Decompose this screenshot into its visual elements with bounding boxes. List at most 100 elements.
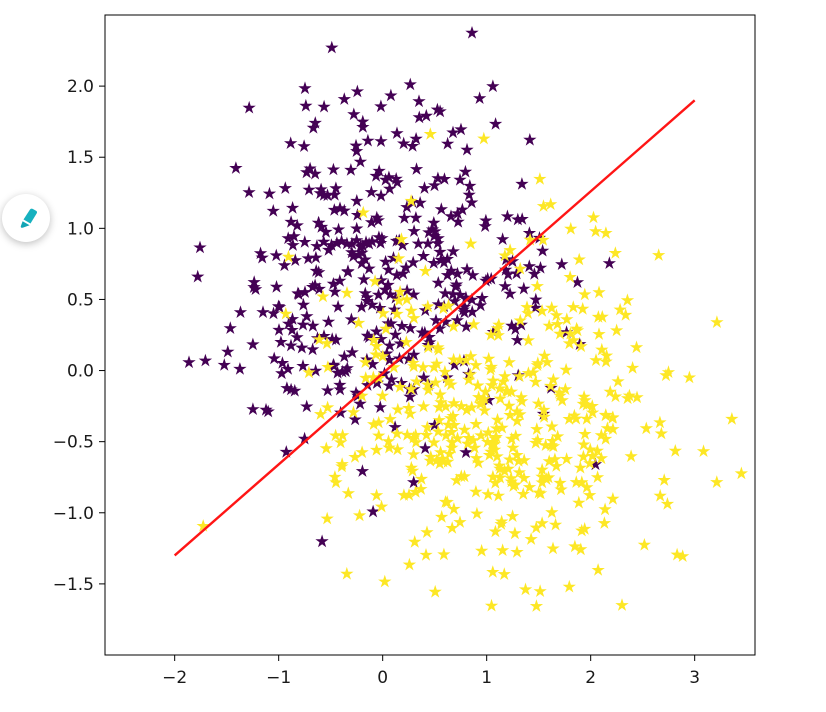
data-point-star — [459, 353, 473, 366]
data-point-star — [352, 508, 367, 522]
data-point-star — [445, 440, 459, 454]
data-point-star — [297, 431, 312, 445]
data-point-star — [355, 445, 369, 459]
data-point-star — [564, 221, 578, 235]
data-point-star — [503, 243, 517, 256]
data-point-star — [535, 516, 549, 529]
data-point-star — [259, 402, 273, 416]
data-point-star — [537, 410, 551, 423]
data-point-star — [364, 185, 378, 198]
data-point-star — [312, 282, 326, 295]
data-point-star — [419, 548, 433, 561]
data-point-star — [281, 231, 295, 245]
data-point-star — [416, 360, 430, 374]
data-point-star — [298, 235, 312, 248]
data-point-star — [513, 407, 527, 421]
data-point-star — [660, 497, 675, 510]
data-point-star — [696, 444, 711, 457]
data-point-star — [572, 495, 586, 509]
data-point-star — [501, 461, 515, 475]
data-point-star — [396, 238, 410, 251]
data-point-star — [499, 263, 513, 276]
data-point-star — [284, 338, 298, 352]
data-point-star — [599, 408, 613, 421]
data-point-star — [384, 372, 399, 386]
data-point-star — [441, 455, 455, 468]
data-point-star — [433, 321, 447, 335]
data-point-star — [313, 186, 327, 200]
data-point-star — [540, 355, 554, 368]
data-point-star — [310, 239, 324, 252]
data-point-star — [608, 246, 622, 259]
data-point-star — [489, 430, 503, 443]
data-point-star — [432, 413, 446, 426]
data-point-star — [333, 378, 347, 391]
data-point-star — [639, 421, 653, 435]
data-point-star — [510, 545, 524, 558]
data-point-star — [486, 565, 500, 578]
data-point-star — [196, 519, 210, 532]
data-point-star — [407, 311, 421, 324]
data-point-star — [508, 477, 522, 491]
data-point-star — [551, 429, 565, 443]
data-point-star — [358, 286, 372, 300]
data-point-star — [484, 445, 498, 458]
data-point-star — [404, 382, 418, 395]
data-point-star — [302, 365, 316, 379]
y-tick-label: 1.0 — [67, 219, 94, 239]
data-point-star — [369, 324, 384, 338]
data-point-star — [285, 201, 300, 214]
data-point-star — [475, 395, 490, 409]
data-point-star — [455, 202, 469, 216]
data-point-star — [447, 357, 462, 371]
data-point-star — [407, 224, 421, 237]
data-point-star — [369, 443, 384, 456]
data-point-star — [583, 456, 597, 470]
data-point-star — [418, 264, 433, 277]
data-point-star — [562, 336, 577, 350]
data-point-star — [453, 353, 467, 366]
data-point-star — [637, 538, 651, 551]
data-point-star — [350, 221, 364, 235]
data-point-star — [478, 219, 492, 232]
data-point-star — [427, 216, 441, 229]
data-point-star — [400, 283, 414, 297]
data-point-star — [292, 287, 306, 301]
data-point-star — [493, 381, 507, 395]
data-point-star — [374, 134, 388, 147]
data-point-star — [444, 264, 458, 277]
data-point-star — [355, 464, 370, 477]
data-point-star — [725, 412, 739, 425]
data-point-star — [390, 268, 404, 281]
data-point-star — [353, 397, 367, 410]
data-point-star — [539, 472, 554, 485]
data-point-star — [502, 398, 516, 412]
data-point-star — [419, 108, 433, 122]
data-point-star — [369, 347, 383, 361]
data-point-star — [566, 300, 580, 313]
data-point-star — [488, 442, 502, 456]
data-point-star — [305, 280, 320, 293]
data-point-star — [462, 372, 476, 386]
data-point-star — [402, 557, 417, 571]
data-point-star — [409, 162, 424, 175]
data-point-star — [591, 310, 605, 323]
annotation-highlighter-button[interactable] — [2, 194, 50, 242]
data-point-star — [255, 250, 269, 264]
data-point-star — [272, 323, 286, 336]
data-point-star — [397, 136, 411, 150]
data-point-star — [434, 395, 448, 409]
data-point-star — [428, 418, 442, 431]
data-point-star — [460, 142, 474, 156]
data-point-star — [374, 273, 388, 287]
highlighter-nib — [20, 221, 30, 228]
x-tick-label: 3 — [689, 668, 700, 688]
data-point-star — [653, 415, 667, 429]
data-point-star — [603, 385, 617, 398]
data-point-star — [578, 287, 592, 301]
data-point-star — [465, 292, 479, 306]
data-point-star — [460, 262, 474, 276]
data-point-star — [393, 380, 407, 393]
data-point-star — [484, 327, 498, 341]
data-point-star — [340, 361, 354, 374]
